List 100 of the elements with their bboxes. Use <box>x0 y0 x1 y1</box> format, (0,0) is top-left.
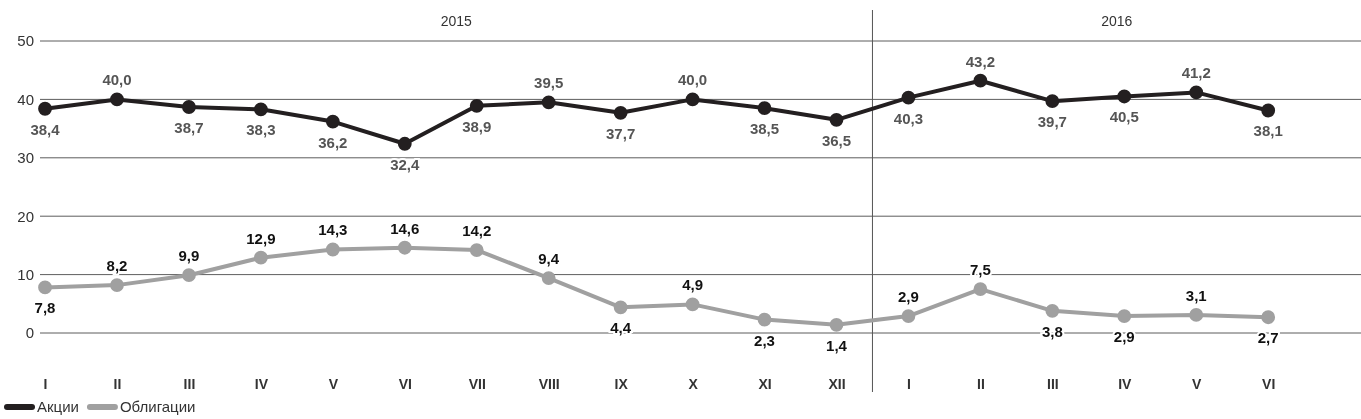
x-tick-label: IV <box>254 375 269 392</box>
legend-label: Акции <box>37 398 79 415</box>
data-label: 38,3 <box>246 121 276 139</box>
point <box>1261 103 1276 118</box>
data-label: 2,9 <box>1113 328 1135 346</box>
point <box>1261 310 1276 325</box>
data-label: 37,7 <box>606 124 636 142</box>
data-label: 38,5 <box>749 120 780 138</box>
x-tick-label: I <box>906 375 911 392</box>
point <box>38 280 52 295</box>
data-label: 9,4 <box>538 250 560 268</box>
point <box>397 240 412 255</box>
point <box>253 102 268 117</box>
y-tick-label: 20 <box>17 207 34 225</box>
point <box>973 282 988 297</box>
x-tick-label: II <box>976 375 985 392</box>
data-label: 40,3 <box>893 109 924 127</box>
point <box>541 271 556 285</box>
data-label: 39,5 <box>534 74 564 92</box>
x-tick-label: V <box>1192 375 1203 392</box>
point <box>901 90 916 105</box>
point <box>110 92 124 107</box>
data-label: 36,2 <box>318 133 348 151</box>
point <box>397 136 412 151</box>
x-tick-label: IV <box>1118 375 1133 392</box>
point <box>110 278 124 293</box>
point <box>325 114 340 129</box>
data-label: 14,6 <box>390 219 420 237</box>
x-tick-label: X <box>688 375 699 392</box>
point <box>1189 85 1204 100</box>
point <box>1189 308 1204 322</box>
data-label: 38,1 <box>1253 122 1283 140</box>
data-label: 8,2 <box>106 257 128 275</box>
data-label: 1,4 <box>826 336 848 354</box>
x-tick-label: VI <box>398 375 412 392</box>
data-label: 32,4 <box>390 155 421 173</box>
x-tick-label: IX <box>614 375 629 392</box>
point <box>1045 303 1060 318</box>
data-label: 43,2 <box>965 52 995 70</box>
text: 2016 <box>1101 13 1133 29</box>
point <box>613 105 628 120</box>
point <box>182 100 196 114</box>
point <box>757 312 772 327</box>
x-tick-label: VIII <box>538 375 560 392</box>
data-label: 9,9 <box>178 247 200 265</box>
point <box>469 98 484 113</box>
data-label: 14,2 <box>462 222 492 240</box>
data-label: 3,8 <box>1041 322 1063 340</box>
data-label: 2,3 <box>754 331 775 349</box>
point <box>685 297 700 312</box>
x-tick-label: III <box>1047 375 1059 392</box>
point <box>182 268 196 283</box>
point <box>829 112 844 127</box>
point <box>541 95 556 110</box>
point <box>757 101 772 116</box>
point <box>325 242 340 257</box>
point <box>469 243 484 257</box>
data-label: 39,7 <box>1037 113 1067 131</box>
x-tick-label: II <box>113 375 122 392</box>
point <box>1117 89 1132 104</box>
data-label: 2,7 <box>1257 329 1279 347</box>
legend-label: Облигации <box>119 398 196 415</box>
x-tick-label: III <box>183 375 196 392</box>
point <box>1117 309 1132 323</box>
data-label: 41,2 <box>1181 64 1211 82</box>
data-label: 36,5 <box>821 131 852 149</box>
y-tick-label: 0 <box>25 324 34 342</box>
point <box>38 101 52 116</box>
x-tick-label: I <box>43 375 48 392</box>
point <box>829 317 844 332</box>
y-tick-label: 40 <box>17 90 34 108</box>
point <box>613 300 628 315</box>
data-label: 38,7 <box>174 118 204 136</box>
data-label: 4,9 <box>682 276 704 294</box>
y-tick-label: 10 <box>17 265 34 283</box>
data-label: 7,8 <box>34 299 56 317</box>
x-tick-label: V <box>328 375 339 392</box>
point <box>253 250 268 265</box>
point <box>901 309 916 323</box>
y-tick-label: 30 <box>17 149 34 167</box>
data-label: 2,9 <box>898 288 919 306</box>
data-label: 40,0 <box>102 71 132 89</box>
x-tick-label: XII <box>828 375 846 392</box>
point <box>973 73 988 88</box>
x-tick-label: VI <box>1262 375 1276 392</box>
data-label: 40,0 <box>677 71 708 89</box>
point <box>685 92 700 107</box>
text: 2015 <box>440 13 473 29</box>
data-label: 7,5 <box>969 261 991 279</box>
data-label: 40,5 <box>1109 108 1139 126</box>
data-label: 4,4 <box>610 319 632 337</box>
data-label: 3,1 <box>1185 286 1207 304</box>
data-label: 14,3 <box>318 221 348 239</box>
data-label: 38,4 <box>30 120 61 138</box>
data-label: 38,9 <box>462 117 492 135</box>
y-tick-label: 50 <box>17 32 34 50</box>
data-label: 12,9 <box>246 229 276 247</box>
x-tick-label: XI <box>758 375 772 392</box>
x-tick-label: VII <box>468 375 486 392</box>
point <box>1045 94 1060 109</box>
